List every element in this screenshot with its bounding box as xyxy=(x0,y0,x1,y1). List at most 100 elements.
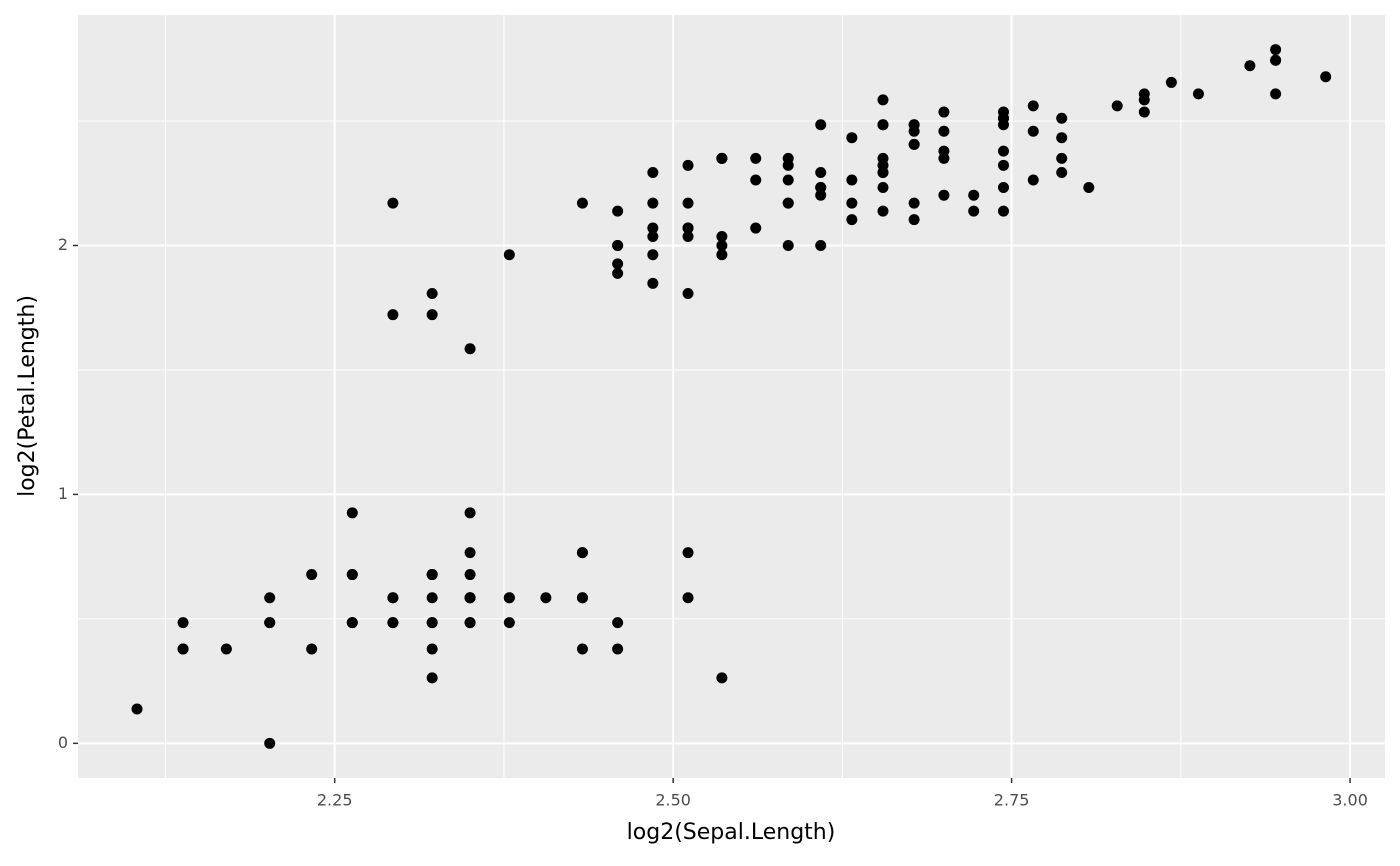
point xyxy=(612,643,624,655)
point xyxy=(612,617,624,629)
point xyxy=(647,277,659,289)
point xyxy=(387,197,399,209)
point xyxy=(938,106,950,118)
point xyxy=(612,205,624,217)
point xyxy=(782,174,794,186)
point xyxy=(997,159,1009,171)
point xyxy=(846,132,858,144)
point xyxy=(1056,112,1068,124)
x-tick-label: 3.00 xyxy=(1332,791,1368,810)
point xyxy=(264,592,276,604)
point xyxy=(306,569,318,581)
point xyxy=(464,569,476,581)
point xyxy=(1244,60,1256,72)
point xyxy=(1192,88,1204,100)
point xyxy=(503,249,515,261)
point xyxy=(1270,54,1282,66)
point xyxy=(464,343,476,355)
point xyxy=(1270,88,1282,100)
point xyxy=(938,145,950,157)
point xyxy=(877,119,889,131)
point xyxy=(877,94,889,106)
point xyxy=(682,547,694,559)
point xyxy=(647,197,659,209)
points xyxy=(131,44,1332,749)
point xyxy=(1027,100,1039,112)
point xyxy=(387,309,399,321)
point xyxy=(387,592,399,604)
point xyxy=(938,189,950,201)
point xyxy=(815,181,827,193)
point xyxy=(131,703,143,715)
point xyxy=(612,267,624,279)
point xyxy=(264,737,276,749)
point xyxy=(782,159,794,171)
point xyxy=(426,288,438,300)
point xyxy=(846,174,858,186)
point xyxy=(503,592,515,604)
point xyxy=(968,205,980,217)
point xyxy=(716,231,728,243)
point xyxy=(177,617,189,629)
point xyxy=(908,197,920,209)
point xyxy=(426,569,438,581)
point xyxy=(220,643,232,655)
point xyxy=(908,214,920,226)
point xyxy=(997,145,1009,157)
point xyxy=(346,569,358,581)
point xyxy=(997,205,1009,217)
point xyxy=(1111,100,1123,112)
point xyxy=(540,592,552,604)
point xyxy=(177,643,189,655)
point xyxy=(306,643,318,655)
point xyxy=(750,222,762,234)
y-tick-label: 0 xyxy=(58,733,68,752)
point xyxy=(1165,76,1177,88)
point xyxy=(426,672,438,684)
point xyxy=(750,174,762,186)
point xyxy=(576,547,588,559)
y-axis-title: log2(Petal.Length) xyxy=(15,295,40,497)
point xyxy=(908,125,920,137)
point xyxy=(782,197,794,209)
y-tick-label: 1 xyxy=(58,484,68,503)
point xyxy=(716,239,728,251)
point xyxy=(647,222,659,234)
point xyxy=(815,189,827,201)
panel-background xyxy=(78,15,1385,778)
point xyxy=(647,231,659,243)
point xyxy=(426,643,438,655)
point xyxy=(846,197,858,209)
point xyxy=(464,547,476,559)
point xyxy=(716,672,728,684)
point xyxy=(464,617,476,629)
point xyxy=(782,239,794,251)
point xyxy=(968,189,980,201)
y-tick-label: 2 xyxy=(58,235,68,254)
point xyxy=(1027,174,1039,186)
point xyxy=(426,617,438,629)
point xyxy=(938,125,950,137)
point xyxy=(716,249,728,261)
point xyxy=(815,239,827,251)
point xyxy=(815,167,827,179)
point xyxy=(426,309,438,321)
point xyxy=(576,592,588,604)
x-tick-label: 2.75 xyxy=(994,791,1030,810)
point xyxy=(503,617,515,629)
point xyxy=(682,288,694,300)
point xyxy=(426,592,438,604)
point xyxy=(1056,167,1068,179)
point xyxy=(750,152,762,164)
point xyxy=(346,617,358,629)
point xyxy=(877,181,889,193)
point xyxy=(647,249,659,261)
point xyxy=(387,617,399,629)
point xyxy=(346,507,358,519)
point xyxy=(464,592,476,604)
x-tick-label: 2.25 xyxy=(317,791,353,810)
point xyxy=(612,258,624,270)
point xyxy=(612,239,624,251)
